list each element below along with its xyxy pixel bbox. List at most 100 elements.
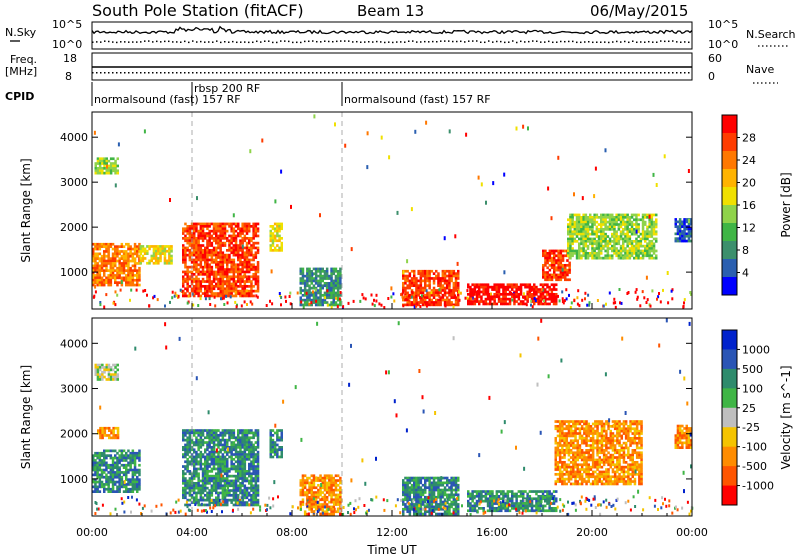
data-cell [330, 303, 333, 307]
data-cell [250, 448, 253, 452]
data-cell [473, 288, 477, 291]
nsearch-point [636, 41, 638, 44]
nave-point [128, 72, 130, 74]
data-cell [248, 462, 251, 466]
data-cell [208, 239, 211, 243]
data-cell [139, 259, 142, 263]
data-cell [604, 225, 607, 229]
data-cell [168, 249, 171, 253]
data-cell [230, 465, 233, 468]
data-cell [613, 247, 616, 250]
data-cell [114, 378, 117, 381]
data-cell [448, 284, 451, 287]
data-cell [417, 289, 420, 292]
nave-point [552, 72, 554, 74]
data-cell [206, 285, 209, 288]
data-cell [208, 225, 211, 228]
data-cell [633, 223, 636, 226]
data-cell [184, 450, 187, 454]
data-cell [226, 263, 229, 267]
data-cell [215, 467, 218, 471]
data-cell [101, 171, 104, 175]
data-cell [580, 240, 583, 243]
data-cell [219, 275, 222, 279]
data-cell [646, 235, 649, 238]
data-cell [314, 288, 317, 292]
data-cell [650, 240, 654, 243]
data-cell [571, 218, 574, 222]
data-cell [256, 450, 260, 454]
data-cell [617, 223, 621, 226]
data-cell [99, 429, 102, 432]
data-cell [210, 434, 214, 437]
data-cell [190, 244, 194, 247]
data-cell [633, 228, 636, 231]
data-cell [141, 257, 145, 260]
data-cell [542, 252, 545, 255]
data-cell [252, 244, 255, 247]
data-cell [582, 225, 585, 229]
nave-point [684, 72, 686, 74]
nsearch-point [580, 41, 582, 44]
data-cell [184, 479, 187, 483]
data-cell [105, 269, 108, 272]
data-cell [188, 227, 192, 231]
data-cell [217, 446, 220, 449]
data-cell [652, 232, 656, 236]
data-cell [628, 228, 632, 231]
data-cell [502, 295, 505, 299]
data-cell [193, 234, 196, 238]
data-cell [243, 246, 247, 250]
data-cell [221, 438, 225, 442]
data-cell [109, 454, 113, 457]
data-cell [107, 463, 110, 467]
data-cell [575, 235, 579, 238]
data-cell [96, 368, 100, 372]
data-cell [201, 477, 205, 480]
data-cell [217, 292, 220, 295]
data-cell [454, 298, 458, 302]
data-cell [508, 302, 512, 306]
data-cell [245, 277, 249, 281]
data-cell [644, 237, 647, 241]
data-cell [256, 241, 260, 245]
data-cell [206, 477, 209, 480]
data-cell [116, 429, 120, 432]
data-cell [425, 289, 428, 293]
data-cell [586, 303, 589, 307]
data-cell [421, 286, 425, 290]
data-cell [184, 448, 187, 452]
data-cell [243, 455, 247, 459]
data-cell [217, 482, 220, 485]
data-cell [138, 283, 141, 287]
nave-point [432, 72, 434, 74]
data-cell [475, 297, 479, 301]
data-cell [578, 242, 581, 246]
data-cell [230, 237, 233, 240]
data-cell [232, 253, 236, 257]
data-cell [184, 491, 187, 495]
data-cell [125, 264, 128, 268]
data-cell [503, 270, 506, 275]
data-cell [107, 378, 111, 381]
data-cell [118, 245, 121, 248]
data-cell [116, 485, 119, 489]
data-cell [652, 244, 656, 248]
data-cell [471, 302, 474, 306]
data-cell [195, 453, 198, 456]
data-cell [193, 268, 196, 271]
data-cell [111, 461, 115, 465]
data-cell [317, 267, 320, 271]
data-cell [595, 256, 599, 260]
data-cell [221, 265, 225, 269]
data-cell [593, 218, 596, 222]
data-cell [683, 298, 686, 302]
nsearch-point [624, 40, 626, 43]
nave-point [392, 72, 394, 74]
data-cell [208, 268, 211, 271]
data-cell [584, 218, 588, 222]
data-cell [133, 473, 137, 477]
data-cell [597, 240, 601, 243]
data-cell [441, 284, 445, 287]
